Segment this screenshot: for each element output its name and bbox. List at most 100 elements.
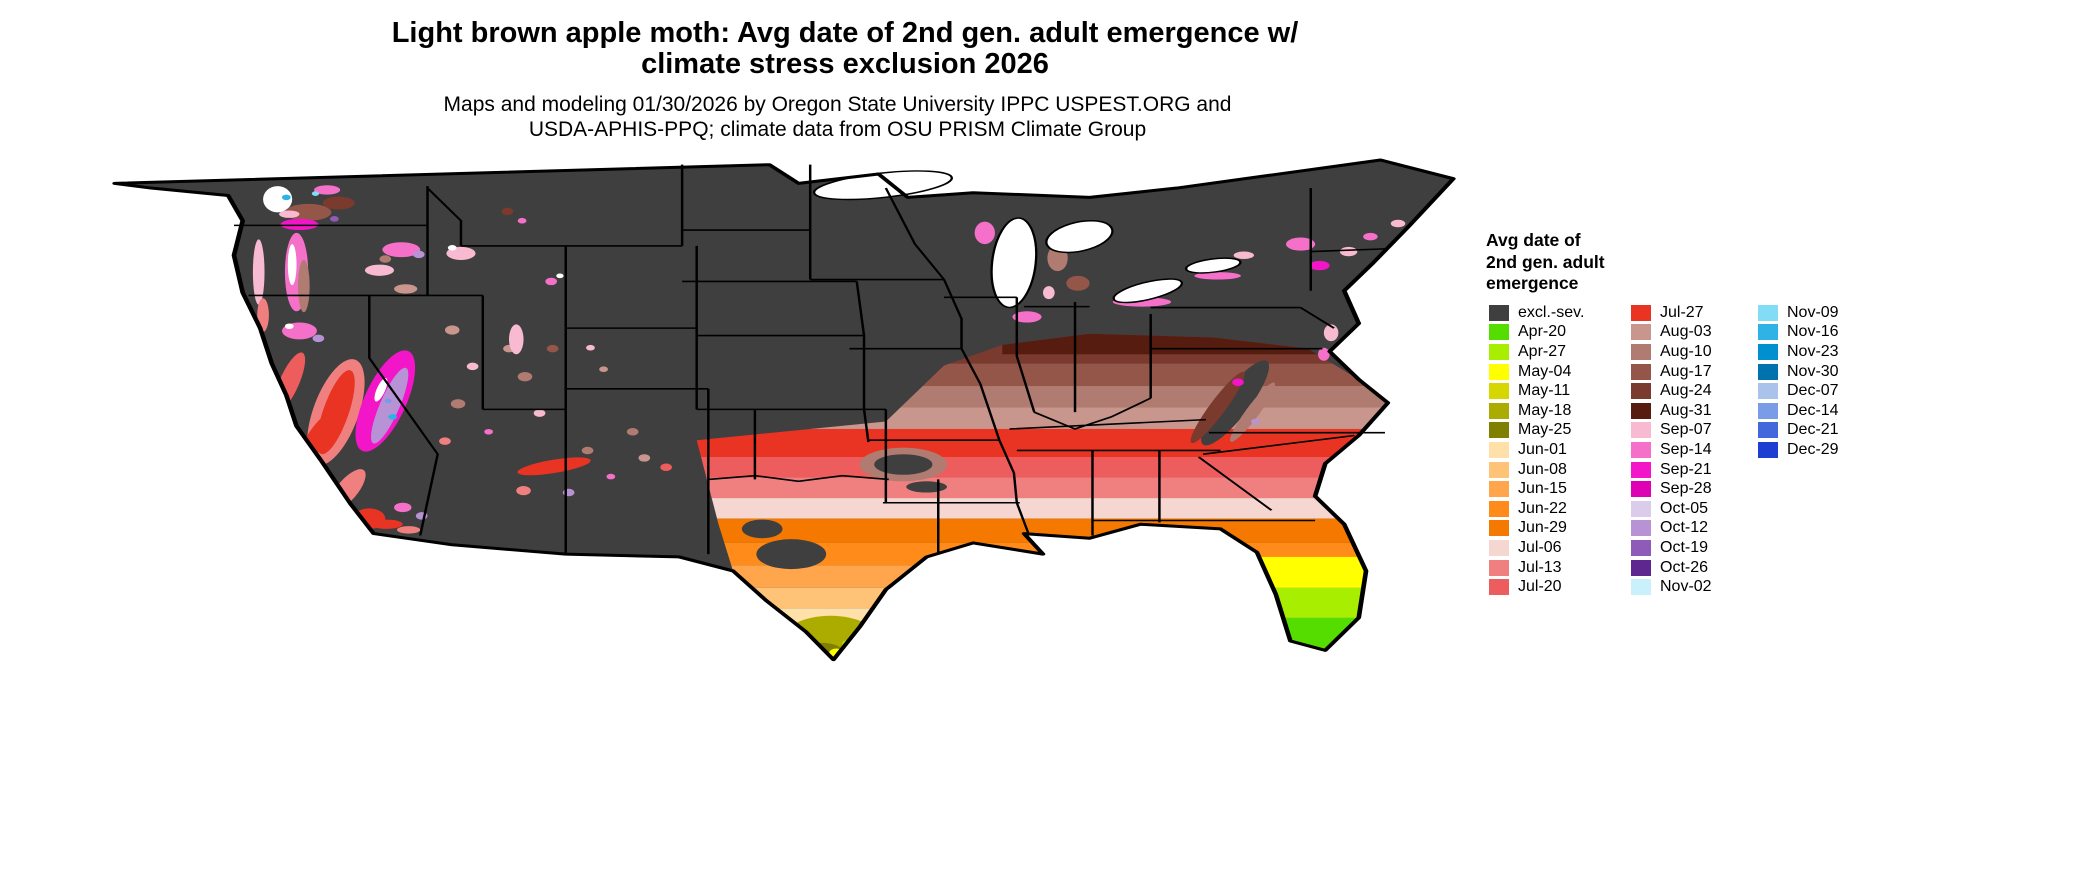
- legend-item: Oct-26: [1631, 558, 1712, 578]
- legend-item: Oct-19: [1631, 538, 1712, 558]
- page-subtitle: Maps and modeling 01/30/2026 by Oregon S…: [0, 92, 1675, 142]
- legend-item: Jul-20: [1489, 577, 1584, 597]
- legend-item-label: Aug-10: [1660, 342, 1712, 360]
- legend-swatch: [1489, 579, 1509, 596]
- legend-swatch: [1489, 304, 1509, 321]
- legend-item-label: Jul-27: [1660, 303, 1704, 321]
- legend-item-label: Jul-06: [1518, 538, 1562, 556]
- legend-item-label: May-04: [1518, 362, 1572, 380]
- legend-title-line3: emergence: [1486, 273, 1579, 293]
- legend-item: Aug-17: [1631, 362, 1712, 382]
- legend-item: Dec-14: [1758, 401, 1839, 421]
- map-fill-layer: [114, 160, 1454, 660]
- legend-item: Nov-30: [1758, 362, 1839, 382]
- lake-ontario: [1184, 257, 1242, 274]
- legend-swatch: [1758, 441, 1778, 458]
- us-conus-map: [112, 158, 1456, 662]
- legend-swatch: [1758, 343, 1778, 360]
- florida-south-band: [1191, 617, 1388, 660]
- legend-item-label: Nov-30: [1787, 362, 1839, 380]
- legend-swatch: [1631, 324, 1651, 341]
- legend-item-label: Aug-03: [1660, 323, 1712, 341]
- legend-item: Jun-08: [1489, 460, 1584, 480]
- legend-item: Jul-13: [1489, 558, 1584, 578]
- legend-column-3: Nov-09 Nov-16 Nov-23 Nov-30 Dec-07: [1758, 303, 1839, 460]
- legend-item: Jul-06: [1489, 538, 1584, 558]
- legend-item: May-11: [1489, 381, 1584, 401]
- legend-item: Apr-20: [1489, 323, 1584, 343]
- legend-item-label: Oct-05: [1660, 499, 1709, 517]
- legend-swatch: [1758, 304, 1778, 321]
- legend-item: Jun-15: [1489, 479, 1584, 499]
- legend-item: Nov-09: [1758, 303, 1839, 323]
- legend-item-label: Nov-23: [1787, 342, 1839, 360]
- legend-swatch: [1631, 461, 1651, 478]
- legend-swatch: [1758, 324, 1778, 341]
- legend-swatch: [1631, 402, 1651, 419]
- legend-item-label: Jun-08: [1518, 460, 1567, 478]
- legend-swatch: [1631, 481, 1651, 498]
- legend-item-label: Jun-01: [1518, 440, 1567, 458]
- ozark-exclusion: [874, 454, 933, 475]
- legend-swatch: [1631, 383, 1651, 400]
- legend-item: Apr-27: [1489, 342, 1584, 362]
- legend-item: Aug-24: [1631, 381, 1712, 401]
- legend-swatch: [1631, 500, 1651, 517]
- lake-huron: [1045, 220, 1114, 254]
- legend-item-label: May-18: [1518, 401, 1572, 419]
- legend-item: Nov-16: [1758, 323, 1839, 343]
- legend-item: Jun-01: [1489, 440, 1584, 460]
- interior-exclusion-patches: [741, 360, 1276, 570]
- legend-item: Aug-10: [1631, 342, 1712, 362]
- page-subtitle-line2: USDA-APHIS-PPQ; climate data from OSU PR…: [528, 118, 1147, 141]
- legend-item-label: Aug-31: [1660, 401, 1712, 419]
- legend-swatch: [1631, 343, 1651, 360]
- legend-item-label: Nov-09: [1787, 303, 1839, 321]
- legend-swatch: [1489, 343, 1509, 360]
- legend-item: May-04: [1489, 362, 1584, 382]
- legend-item-label: Jun-29: [1518, 519, 1567, 537]
- legend-swatch: [1758, 422, 1778, 439]
- legend-swatch: [1489, 481, 1509, 498]
- legend-swatch: [1489, 441, 1509, 458]
- legend-item: Oct-12: [1631, 519, 1712, 539]
- legend-swatch: [1489, 363, 1509, 380]
- legend-item-label: Jun-15: [1518, 480, 1567, 498]
- legend-item: Sep-28: [1631, 479, 1712, 499]
- western-mountain-patches: [252, 185, 672, 534]
- legend-item-label: Dec-14: [1787, 401, 1839, 419]
- lake-michigan: [990, 217, 1038, 309]
- long-island-patch: [1345, 287, 1381, 294]
- page-subtitle-line1: Maps and modeling 01/30/2026 by Oregon S…: [443, 93, 1232, 116]
- legend-swatch: [1489, 559, 1509, 576]
- legend-swatch: [1631, 363, 1651, 380]
- legend-item-label: excl.-sev.: [1518, 303, 1585, 321]
- us-outline: [112, 158, 1456, 662]
- florida-late-apr-band: [1191, 587, 1388, 618]
- page-title-line2: climate stress exclusion 2026: [641, 48, 1049, 80]
- legend-title-line1: Avg date of: [1486, 230, 1581, 250]
- legend-item-label: Sep-21: [1660, 460, 1712, 478]
- legend-item-label: Dec-07: [1787, 382, 1839, 400]
- legend-item-label: Nov-16: [1787, 323, 1839, 341]
- legend-item-label: Jul-20: [1518, 578, 1562, 596]
- legend-item-label: Sep-14: [1660, 440, 1712, 458]
- legend-item-label: May-11: [1518, 382, 1571, 400]
- legend-item-label: Dec-21: [1787, 421, 1839, 439]
- legend-item: Aug-31: [1631, 401, 1712, 421]
- legend-item-label: Oct-19: [1660, 538, 1709, 556]
- legend-item: Dec-21: [1758, 421, 1839, 441]
- legend-swatch: [1631, 579, 1651, 596]
- legend-swatch: [1631, 559, 1651, 576]
- legend-item: excl.-sev.: [1489, 303, 1584, 323]
- legend-swatch: [1489, 422, 1509, 439]
- legend-swatch: [1631, 304, 1651, 321]
- page-title-line1: Light brown apple moth: Avg date of 2nd …: [391, 17, 1299, 49]
- legend-item-label: Aug-17: [1660, 362, 1712, 380]
- legend-item: May-18: [1489, 401, 1584, 421]
- legend-item-label: May-25: [1518, 421, 1572, 439]
- legend-swatch: [1758, 383, 1778, 400]
- legend-swatch: [1489, 324, 1509, 341]
- legend-item-label: Dec-29: [1787, 440, 1839, 458]
